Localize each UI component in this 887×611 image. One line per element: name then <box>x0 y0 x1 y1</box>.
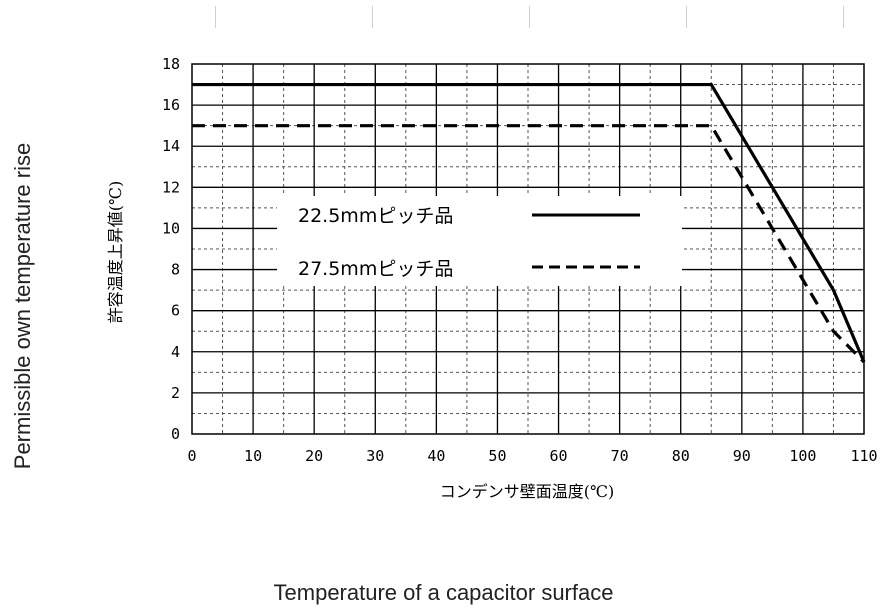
axes <box>191 63 865 435</box>
x-tick-label: 50 <box>488 447 506 465</box>
top-edge-tick <box>686 6 687 28</box>
y-tick-label: 16 <box>162 96 180 114</box>
x-axis-title-en: Temperature of a capacitor surface <box>273 580 614 605</box>
legend-box <box>277 196 682 286</box>
x-tick-label: 10 <box>244 447 262 465</box>
y-tick-label: 10 <box>162 219 180 237</box>
series-lines <box>192 82 866 364</box>
y-tick-label: 4 <box>171 343 180 361</box>
y-axis-title-en-wrap: Permissible own temperature rise <box>4 0 42 611</box>
x-tick-label: 70 <box>611 447 629 465</box>
y-tick-label: 2 <box>171 384 180 402</box>
y-tick-label: 12 <box>162 178 180 196</box>
legend-label-27-5: 27.5mmピッチ品 <box>298 258 453 280</box>
series-line-1 <box>192 124 866 364</box>
x-tick-label: 80 <box>672 447 690 465</box>
series-line-0 <box>192 82 866 363</box>
x-axis-title-ja: コンデンサ壁面温度(℃) <box>440 482 614 501</box>
plot-frame <box>191 63 865 435</box>
x-tick-label: 110 <box>850 447 877 465</box>
x-tick-label: 30 <box>366 447 384 465</box>
top-edge-tick <box>215 6 216 28</box>
x-tick-label: 40 <box>427 447 445 465</box>
top-edge-tick <box>372 6 373 28</box>
y-axis-title-en: Permissible own temperature rise <box>10 142 35 469</box>
top-edge-tick <box>843 6 844 28</box>
legend-label-22-5: 22.5mmピッチ品 <box>298 205 453 227</box>
top-edge-tick <box>529 6 530 28</box>
y-tick-label: 18 <box>162 55 180 73</box>
y-tick-label: 0 <box>171 425 180 443</box>
y-axis-title-ja: 許容温度上昇値(℃) <box>106 181 125 323</box>
x-tick-label: 90 <box>733 447 751 465</box>
y-tick-label: 6 <box>171 302 180 320</box>
legend: 22.5mmピッチ品 27.5mmピッチ品 <box>277 196 682 286</box>
y-tick-label: 14 <box>162 137 180 155</box>
tick-labels: 0 10 20 30 40 50 60 70 80 90 100 110 0 2 4 6 8 10 12 14 16 18 <box>162 55 878 465</box>
x-tick-label: 100 <box>789 447 816 465</box>
y-tick-label: 8 <box>171 261 180 279</box>
x-tick-label: 20 <box>305 447 323 465</box>
x-tick-label: 60 <box>550 447 568 465</box>
x-tick-label: 0 <box>187 447 196 465</box>
